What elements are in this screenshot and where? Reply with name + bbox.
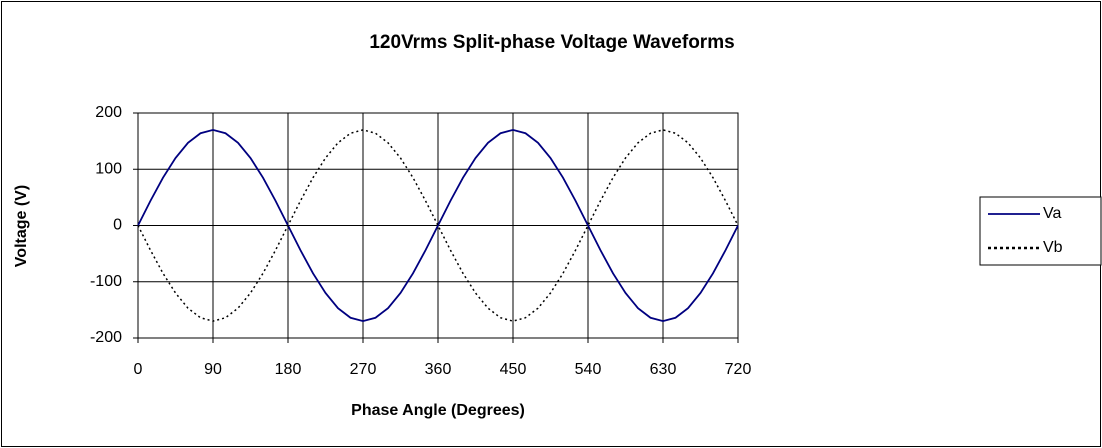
- x-tick-label: 90: [204, 361, 222, 378]
- x-tick-label: 540: [575, 361, 602, 378]
- y-tick-label: -200: [90, 329, 122, 346]
- x-tick-label: 0: [134, 361, 143, 378]
- x-tick-label: 720: [725, 361, 752, 378]
- y-tick-label: -100: [90, 273, 122, 290]
- x-tick-label: 630: [650, 361, 677, 378]
- x-tick-label: 180: [275, 361, 302, 378]
- y-axis-label: Voltage (V): [13, 185, 30, 267]
- x-tick-label: 450: [500, 361, 527, 378]
- legend-label: Va: [1043, 205, 1061, 222]
- y-tick-label: 100: [95, 160, 122, 177]
- chart-title: 120Vrms Split-phase Voltage Waveforms: [369, 32, 734, 53]
- legend-label: Vb: [1043, 239, 1063, 256]
- y-tick-label: 0: [113, 217, 122, 234]
- line-series: [137, 128, 739, 323]
- y-tick-label: 200: [95, 104, 122, 121]
- x-tick-label: 270: [350, 361, 377, 378]
- line-series: [137, 129, 739, 322]
- x-axis-label: Phase Angle (Degrees): [351, 402, 525, 419]
- x-tick-label: 360: [425, 361, 452, 378]
- legend-box: [979, 196, 1102, 266]
